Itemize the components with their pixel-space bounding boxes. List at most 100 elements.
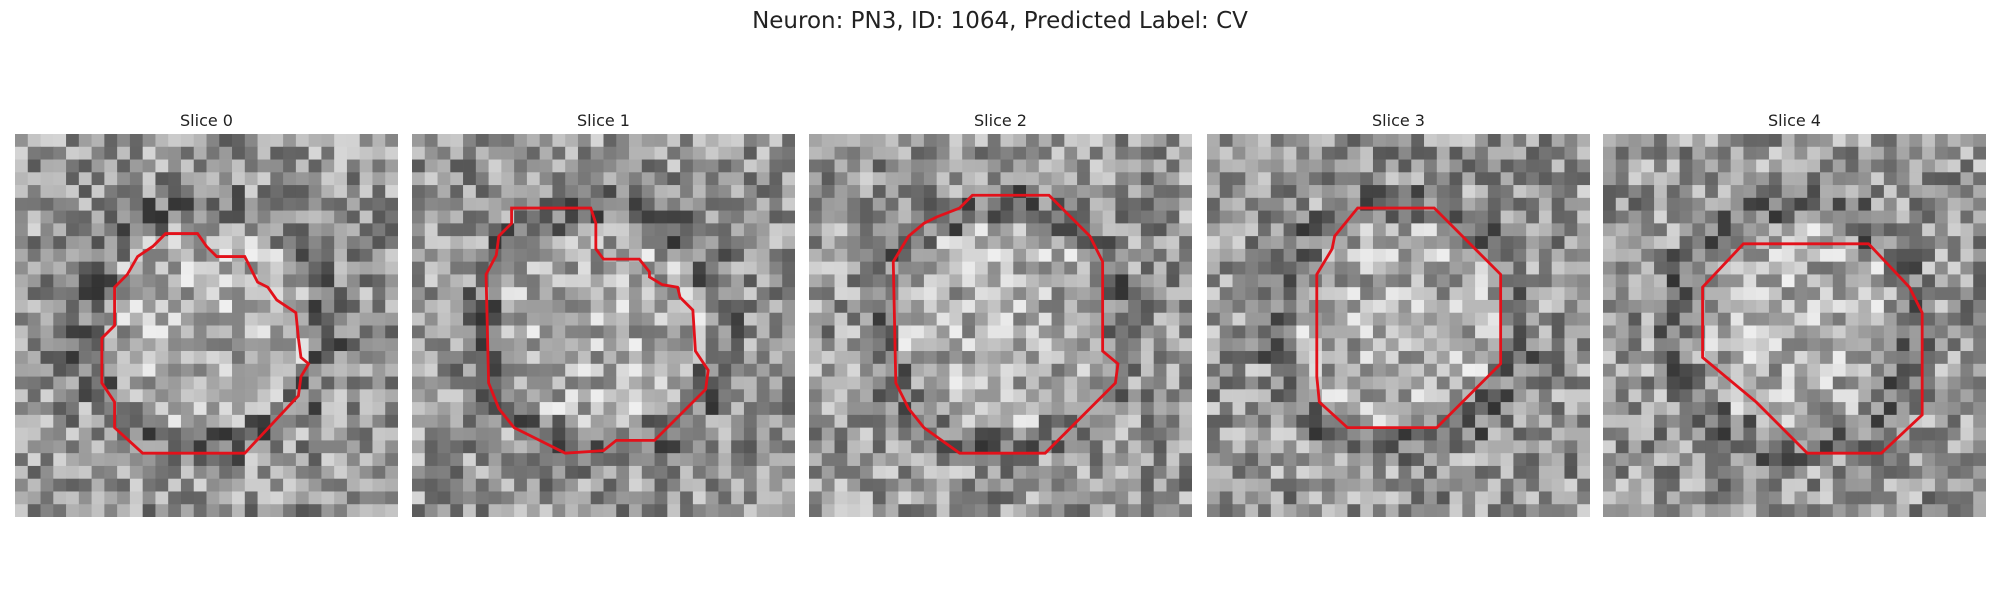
pixel xyxy=(193,440,207,454)
pixel xyxy=(1245,172,1259,186)
pixel xyxy=(1615,236,1629,250)
pixel xyxy=(308,491,322,505)
pixel xyxy=(514,223,528,237)
pixel xyxy=(15,159,29,173)
pixel xyxy=(1743,376,1757,390)
pixel xyxy=(1615,185,1629,199)
pixel xyxy=(206,465,220,480)
pixel xyxy=(463,427,477,441)
pixel xyxy=(424,427,438,441)
pixel xyxy=(1679,440,1693,454)
pixel xyxy=(641,465,655,480)
pixel xyxy=(1115,287,1129,301)
pixel xyxy=(424,402,438,416)
pixel xyxy=(1973,274,1986,288)
pixel xyxy=(577,504,592,517)
pixel xyxy=(359,338,373,352)
pixel xyxy=(949,134,963,148)
pixel xyxy=(129,274,144,288)
pixel xyxy=(1934,504,1949,517)
pixel xyxy=(667,389,681,403)
pixel xyxy=(1128,453,1142,467)
pixel xyxy=(1372,248,1387,263)
pixel xyxy=(539,402,553,416)
pixel xyxy=(1232,287,1246,301)
pixel xyxy=(1475,363,1489,377)
pixel xyxy=(463,261,477,275)
pixel xyxy=(1922,185,1936,199)
pixel xyxy=(1641,146,1655,160)
pixel xyxy=(1934,402,1949,416)
pixel xyxy=(1166,134,1180,148)
pixel xyxy=(769,453,783,467)
pixel xyxy=(168,351,182,365)
pixel xyxy=(180,478,195,492)
pixel xyxy=(1411,223,1425,237)
pixel xyxy=(295,299,310,314)
pixel xyxy=(1666,389,1680,403)
pixel xyxy=(15,338,29,352)
pixel xyxy=(1717,223,1732,237)
pixel xyxy=(692,440,707,454)
pixel xyxy=(488,172,502,186)
pixel xyxy=(809,223,823,237)
pixel xyxy=(117,478,131,492)
pixel xyxy=(1871,197,1885,211)
pixel xyxy=(1051,223,1065,237)
pixel xyxy=(809,159,823,173)
pixel xyxy=(1717,402,1732,416)
pixel xyxy=(321,134,335,148)
pixel xyxy=(27,389,41,403)
pixel xyxy=(731,312,745,326)
pixel xyxy=(1692,223,1706,237)
pixel xyxy=(1360,134,1374,148)
pixel xyxy=(1641,325,1655,339)
pixel xyxy=(385,440,398,454)
pixel xyxy=(987,312,1001,326)
pixel xyxy=(1538,210,1553,224)
pixel xyxy=(782,389,795,403)
pixel xyxy=(346,363,361,377)
pixel xyxy=(168,504,182,517)
pixel xyxy=(334,465,348,480)
pixel xyxy=(1845,287,1859,301)
pixel xyxy=(1385,248,1399,263)
pixel xyxy=(1436,312,1450,326)
pixel xyxy=(1603,236,1617,250)
pixel xyxy=(1219,223,1233,237)
pixel xyxy=(27,504,41,517)
pixel xyxy=(193,453,207,467)
pixel xyxy=(244,248,258,263)
pixel xyxy=(1436,491,1450,505)
pixel xyxy=(1258,134,1272,148)
pixel xyxy=(1270,491,1284,505)
pixel xyxy=(1794,185,1808,199)
pixel xyxy=(1038,287,1052,301)
pixel xyxy=(1077,159,1091,173)
pixel xyxy=(308,402,322,416)
pixel xyxy=(1398,312,1412,326)
pixel xyxy=(1743,427,1757,441)
pixel xyxy=(1115,376,1129,390)
pixel xyxy=(359,427,373,441)
pixel xyxy=(590,274,604,288)
pixel xyxy=(308,325,322,339)
pixel xyxy=(654,491,668,505)
pixel xyxy=(372,402,386,416)
pixel xyxy=(450,261,464,275)
pixel xyxy=(412,159,426,173)
pixel xyxy=(1973,185,1986,199)
pixel xyxy=(385,248,398,263)
pixel xyxy=(1179,491,1192,505)
pixel xyxy=(1411,478,1425,492)
pixel xyxy=(526,491,541,505)
pixel xyxy=(180,159,195,173)
pixel xyxy=(1883,363,1898,377)
pixel xyxy=(1449,248,1463,263)
pixel xyxy=(1064,261,1078,275)
pixel xyxy=(680,261,694,275)
pixel xyxy=(1102,261,1116,275)
pixel xyxy=(1768,427,1783,441)
pixel xyxy=(168,134,182,148)
pixel xyxy=(1219,363,1233,377)
